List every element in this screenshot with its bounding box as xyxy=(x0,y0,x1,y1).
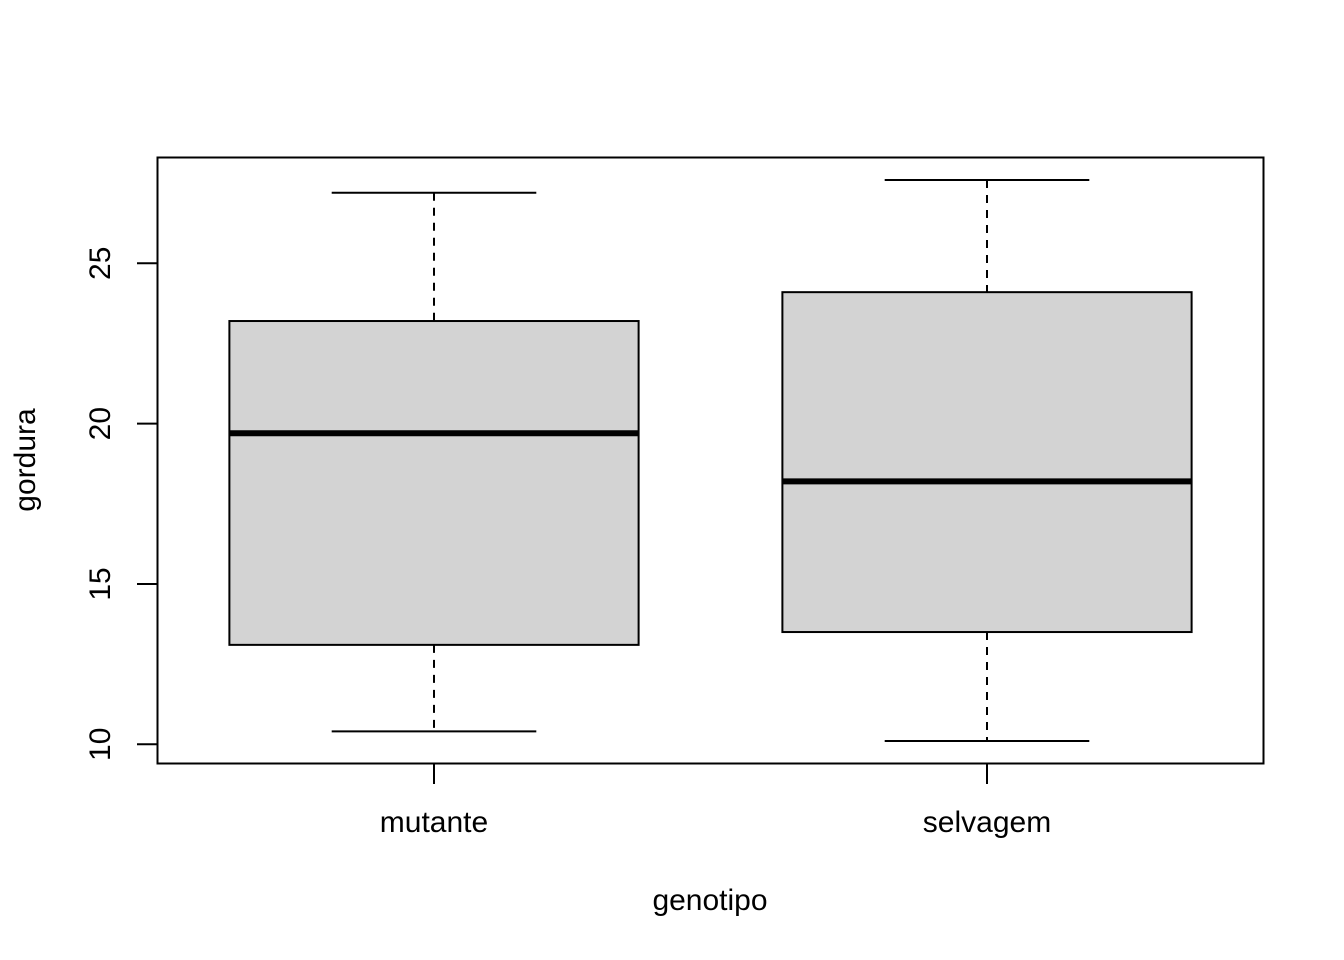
x-tick-label: mutante xyxy=(380,806,488,839)
y-tick-label: 20 xyxy=(84,407,117,440)
box-group-mutante xyxy=(228,191,640,733)
x-axis-label: genotipo xyxy=(652,884,767,917)
x-tick-label: selvagem xyxy=(923,806,1051,839)
iqr-box xyxy=(228,320,640,646)
y-tick-label: 15 xyxy=(84,567,117,600)
y-tick-label: 25 xyxy=(84,247,117,280)
chart-marks xyxy=(228,178,1193,743)
y-axis: 10 15 20 25 xyxy=(84,247,159,761)
y-axis-label: gordura xyxy=(9,408,42,512)
iqr-box xyxy=(781,291,1193,634)
box-group-selvagem xyxy=(781,178,1193,743)
y-tick-label: 10 xyxy=(84,728,117,761)
x-axis: mutante selvagem xyxy=(380,763,1051,839)
